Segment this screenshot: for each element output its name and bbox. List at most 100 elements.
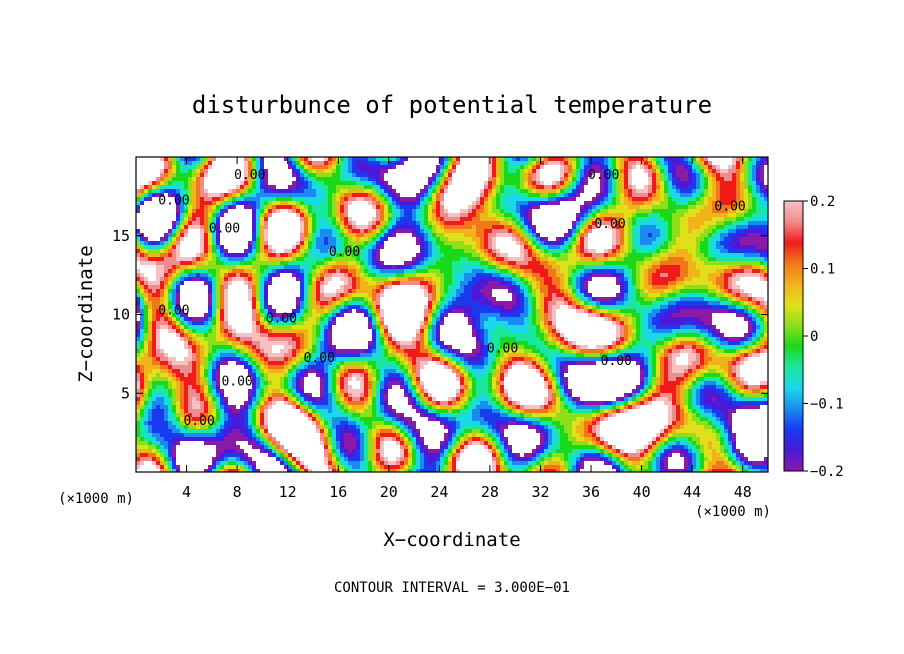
field-cell <box>572 289 576 293</box>
field-cell <box>316 205 320 209</box>
field-cell <box>304 273 308 277</box>
field-cell <box>608 157 612 161</box>
field-cell <box>632 161 636 165</box>
field-cell <box>152 301 156 305</box>
field-cell <box>740 305 744 309</box>
field-cell <box>208 301 212 305</box>
field-cell <box>716 165 720 169</box>
field-cell <box>372 293 376 297</box>
field-cell <box>368 229 372 233</box>
field-cell <box>624 193 628 197</box>
field-cell <box>152 245 156 249</box>
field-cell <box>456 273 460 277</box>
field-cell <box>668 249 672 253</box>
field-cell <box>732 177 736 181</box>
field-cell <box>576 221 580 225</box>
field-cell <box>480 197 484 201</box>
field-cell <box>168 173 172 177</box>
field-cell <box>180 185 184 189</box>
field-cell <box>484 273 488 277</box>
field-cell <box>664 285 668 289</box>
field-cell <box>232 253 236 257</box>
field-cell <box>588 313 592 317</box>
field-cell <box>532 265 536 269</box>
field-cell <box>316 257 320 261</box>
field-cell <box>216 197 220 201</box>
field-cell <box>216 221 220 225</box>
field-cell <box>168 289 172 293</box>
field-cell <box>280 201 284 205</box>
field-cell <box>600 197 604 201</box>
field-cell <box>380 193 384 197</box>
field-cell <box>572 193 576 197</box>
field-cell <box>664 301 668 305</box>
field-cell <box>264 293 268 297</box>
field-cell <box>540 257 544 261</box>
field-cell <box>176 253 180 257</box>
field-cell <box>480 277 484 281</box>
field-cell <box>456 297 460 301</box>
field-cell <box>612 189 616 193</box>
field-cell <box>652 165 656 169</box>
field-cell <box>164 289 168 293</box>
field-cell <box>536 185 540 189</box>
field-cell <box>372 181 376 185</box>
field-cell <box>712 261 716 265</box>
field-cell <box>572 225 576 229</box>
field-cell <box>668 305 672 309</box>
field-cell <box>504 197 508 201</box>
field-cell <box>264 249 268 253</box>
field-cell <box>148 185 152 189</box>
field-cell <box>596 225 600 229</box>
field-cell <box>724 229 728 233</box>
field-cell <box>656 201 660 205</box>
field-cell <box>760 257 764 261</box>
field-cell <box>576 273 580 277</box>
field-cell <box>336 305 340 309</box>
field-cell <box>592 301 596 305</box>
field-cell <box>324 185 328 189</box>
field-cell <box>524 217 528 221</box>
field-cell <box>164 249 168 253</box>
field-cell <box>600 169 604 173</box>
field-cell <box>292 205 296 209</box>
field-cell <box>764 185 768 189</box>
field-cell <box>248 289 252 293</box>
field-cell <box>168 177 172 181</box>
field-cell <box>524 265 528 269</box>
field-cell <box>596 217 600 221</box>
field-cell <box>472 281 476 285</box>
field-cell <box>368 201 372 205</box>
field-cell <box>172 293 176 297</box>
field-cell <box>576 225 580 229</box>
field-cell <box>192 225 196 229</box>
field-cell <box>616 249 620 253</box>
field-cell <box>604 273 608 277</box>
field-cell <box>376 173 380 177</box>
field-cell <box>196 185 200 189</box>
field-cell <box>616 233 620 237</box>
field-cell <box>676 213 680 217</box>
field-cell <box>444 165 448 169</box>
field-cell <box>368 309 372 313</box>
field-cell <box>616 293 620 297</box>
field-cell <box>316 169 320 173</box>
field-cell <box>676 193 680 197</box>
field-cell <box>672 157 676 161</box>
field-cell <box>180 237 184 241</box>
field-cell <box>360 293 364 297</box>
field-cell <box>636 217 640 221</box>
field-cell <box>528 161 532 165</box>
field-cell <box>484 225 488 229</box>
field-cell <box>472 229 476 233</box>
field-cell <box>196 165 200 169</box>
field-cell <box>716 217 720 221</box>
field-cell <box>612 201 616 205</box>
field-cell <box>604 269 608 273</box>
field-cell <box>260 185 264 189</box>
field-cell <box>284 205 288 209</box>
field-cell <box>308 229 312 233</box>
field-cell <box>652 273 656 277</box>
field-cell <box>672 265 676 269</box>
field-cell <box>540 181 544 185</box>
